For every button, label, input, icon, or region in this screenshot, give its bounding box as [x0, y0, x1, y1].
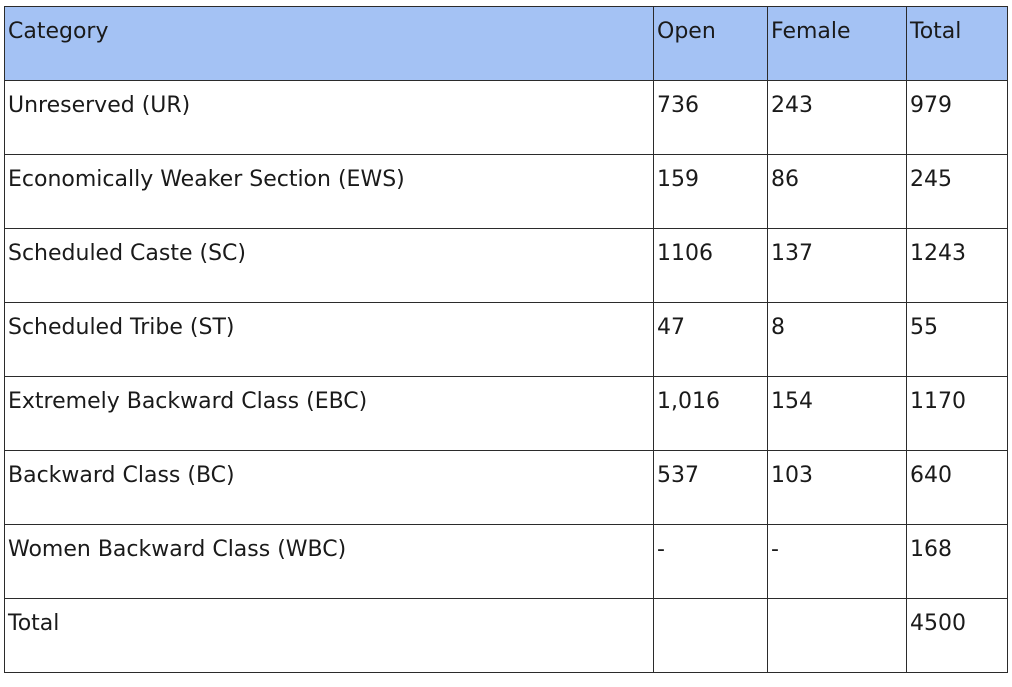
category-table: Category Open Female Total Unreserved (U… — [4, 6, 1008, 673]
open-cell: - — [653, 524, 768, 599]
category-cell: Scheduled Caste (SC) — [4, 228, 654, 303]
category-cell: Backward Class (BC) — [4, 450, 654, 525]
category-cell: Extremely Backward Class (EBC) — [4, 376, 654, 451]
category-cell: Total — [4, 598, 654, 673]
total-cell: 1243 — [906, 228, 1008, 303]
open-cell: 47 — [653, 302, 768, 377]
female-cell: 86 — [767, 154, 907, 229]
header-female: Female — [767, 6, 907, 81]
total-cell: 979 — [906, 80, 1008, 155]
table-row: Backward Class (BC) 537 103 640 — [4, 450, 1008, 525]
total-cell: 55 — [906, 302, 1008, 377]
total-cell: 4500 — [906, 598, 1008, 673]
open-cell: 159 — [653, 154, 768, 229]
table-row: Economically Weaker Section (EWS) 159 86… — [4, 154, 1008, 229]
total-cell: 245 — [906, 154, 1008, 229]
female-cell — [767, 598, 907, 673]
female-cell: 103 — [767, 450, 907, 525]
header-total: Total — [906, 6, 1008, 81]
category-cell: Economically Weaker Section (EWS) — [4, 154, 654, 229]
total-cell: 1170 — [906, 376, 1008, 451]
table-row: Scheduled Caste (SC) 1106 137 1243 — [4, 228, 1008, 303]
table-row: Scheduled Tribe (ST) 47 8 55 — [4, 302, 1008, 377]
category-cell: Women Backward Class (WBC) — [4, 524, 654, 599]
total-cell: 640 — [906, 450, 1008, 525]
table-row: Women Backward Class (WBC) - - 168 — [4, 524, 1008, 599]
female-cell: 8 — [767, 302, 907, 377]
table-row: Unreserved (UR) 736 243 979 — [4, 80, 1008, 155]
header-row: Category Open Female Total — [4, 6, 1008, 81]
total-cell: 168 — [906, 524, 1008, 599]
female-cell: 243 — [767, 80, 907, 155]
table-row: Extremely Backward Class (EBC) 1,016 154… — [4, 376, 1008, 451]
category-cell: Unreserved (UR) — [4, 80, 654, 155]
table-row-total: Total 4500 — [4, 598, 1008, 673]
category-cell: Scheduled Tribe (ST) — [4, 302, 654, 377]
female-cell: - — [767, 524, 907, 599]
header-category: Category — [4, 6, 654, 81]
female-cell: 137 — [767, 228, 907, 303]
open-cell: 1,016 — [653, 376, 768, 451]
open-cell: 736 — [653, 80, 768, 155]
open-cell — [653, 598, 768, 673]
female-cell: 154 — [767, 376, 907, 451]
open-cell: 537 — [653, 450, 768, 525]
header-open: Open — [653, 6, 768, 81]
open-cell: 1106 — [653, 228, 768, 303]
